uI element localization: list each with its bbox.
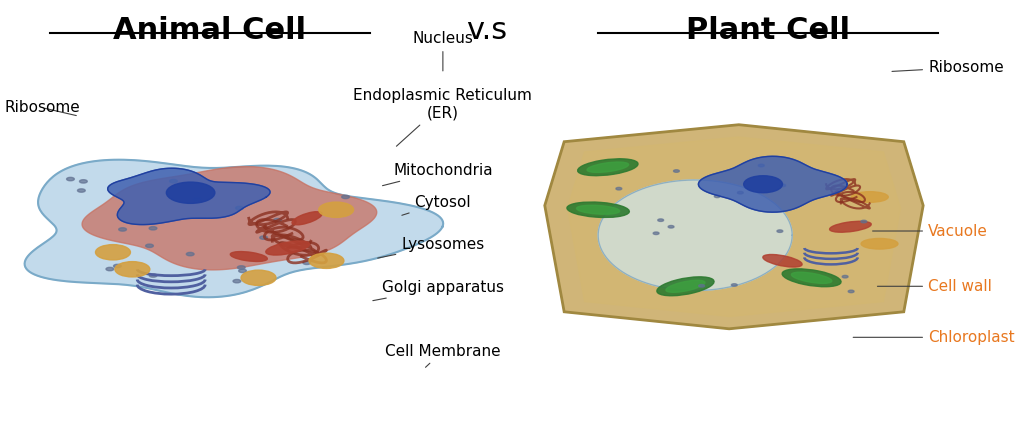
Circle shape [759, 164, 764, 167]
Ellipse shape [266, 241, 309, 255]
Polygon shape [25, 160, 443, 297]
Text: Plant Cell: Plant Cell [686, 16, 850, 45]
Ellipse shape [587, 162, 629, 172]
Polygon shape [598, 180, 793, 291]
Ellipse shape [782, 269, 841, 287]
Text: Cell Membrane: Cell Membrane [385, 344, 501, 367]
Ellipse shape [861, 238, 898, 249]
Circle shape [260, 236, 267, 239]
Ellipse shape [792, 272, 831, 283]
Circle shape [80, 180, 87, 183]
Circle shape [743, 176, 782, 193]
Circle shape [653, 232, 659, 235]
Circle shape [170, 179, 177, 183]
Circle shape [106, 268, 114, 271]
Circle shape [186, 253, 195, 256]
Polygon shape [82, 166, 377, 270]
Circle shape [731, 284, 737, 286]
Circle shape [115, 262, 150, 277]
Circle shape [239, 269, 247, 273]
Circle shape [241, 270, 276, 285]
Text: Chloroplast: Chloroplast [853, 330, 1015, 345]
Circle shape [674, 170, 679, 172]
Circle shape [715, 195, 720, 198]
Ellipse shape [578, 159, 638, 175]
Circle shape [861, 220, 866, 223]
Text: Golgi apparatus: Golgi apparatus [373, 280, 504, 300]
Ellipse shape [230, 252, 267, 262]
Circle shape [145, 244, 154, 247]
Circle shape [150, 226, 157, 230]
Text: Ribosome: Ribosome [892, 60, 1004, 75]
Text: Vacuole: Vacuole [872, 223, 988, 238]
Polygon shape [545, 125, 924, 329]
Text: Cell wall: Cell wall [878, 279, 992, 294]
Polygon shape [698, 156, 847, 212]
Circle shape [777, 230, 782, 232]
Circle shape [698, 285, 705, 287]
Polygon shape [108, 168, 270, 225]
Circle shape [657, 219, 664, 221]
Circle shape [848, 290, 854, 293]
Ellipse shape [567, 202, 630, 217]
Circle shape [668, 226, 674, 228]
Circle shape [303, 261, 310, 265]
Circle shape [194, 198, 201, 201]
Circle shape [737, 191, 743, 194]
Ellipse shape [577, 205, 620, 214]
Circle shape [238, 266, 245, 269]
Text: Endoplasmic Reticulum
(ER): Endoplasmic Reticulum (ER) [353, 88, 532, 146]
Circle shape [119, 228, 126, 231]
Text: v.s: v.s [466, 16, 507, 45]
Circle shape [318, 202, 353, 217]
Text: Mitochondria: Mitochondria [383, 163, 493, 186]
Circle shape [842, 275, 848, 278]
Ellipse shape [829, 221, 871, 232]
Circle shape [150, 274, 157, 277]
Circle shape [236, 206, 244, 210]
Ellipse shape [851, 192, 888, 202]
Circle shape [233, 279, 241, 283]
Circle shape [779, 184, 785, 187]
Circle shape [309, 253, 344, 268]
Circle shape [114, 265, 121, 268]
Text: Nucleus: Nucleus [413, 31, 473, 71]
Ellipse shape [666, 280, 705, 292]
Text: Ribosome: Ribosome [4, 100, 80, 116]
Circle shape [342, 195, 349, 199]
Ellipse shape [292, 212, 323, 225]
Circle shape [78, 189, 85, 192]
Circle shape [273, 218, 282, 222]
Circle shape [616, 187, 622, 190]
Text: Cytosol: Cytosol [401, 195, 471, 215]
Text: Animal Cell: Animal Cell [114, 16, 306, 45]
Ellipse shape [656, 277, 714, 296]
Polygon shape [567, 137, 900, 317]
Circle shape [67, 177, 75, 181]
Circle shape [166, 182, 215, 203]
Text: Lysosomes: Lysosomes [378, 237, 484, 258]
Ellipse shape [763, 255, 802, 267]
Circle shape [95, 245, 130, 260]
